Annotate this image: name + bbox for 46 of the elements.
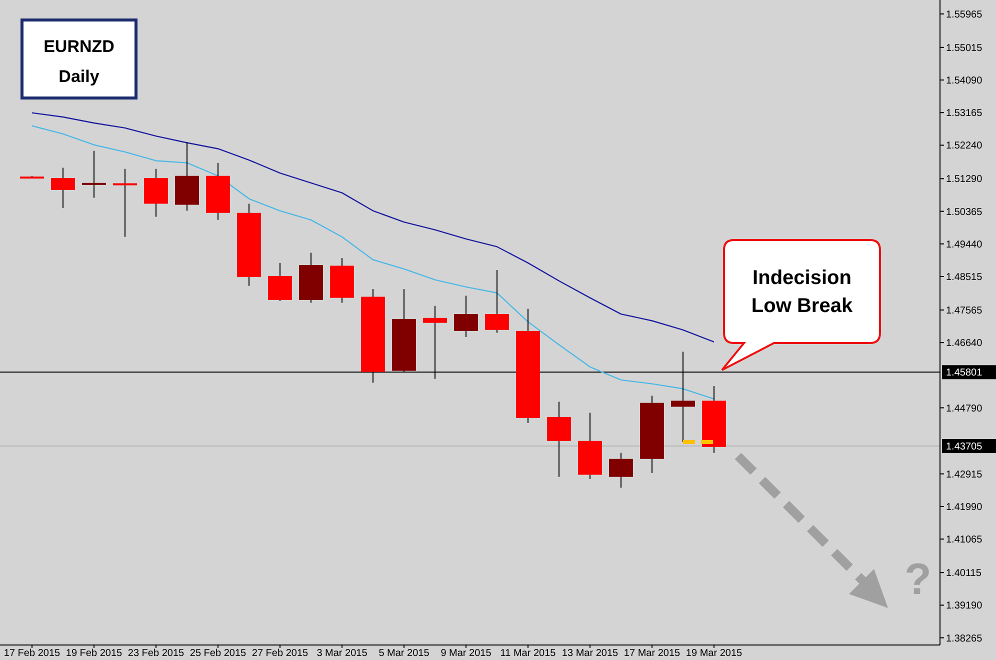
ref-line-label: 1.45801 — [946, 368, 983, 379]
ref-line-label: 1.43705 — [946, 442, 983, 453]
x-tick-label: 19 Mar 2015 — [686, 648, 743, 659]
candlestick — [454, 295, 478, 338]
y-tick-label: 1.54090 — [946, 76, 983, 87]
x-tick-label: 17 Feb 2015 — [4, 648, 61, 659]
x-tick-label: 27 Feb 2015 — [252, 648, 309, 659]
y-tick-label: 1.52240 — [946, 140, 983, 152]
x-tick-label: 17 Mar 2015 — [624, 648, 681, 659]
y-tick-label: 1.47565 — [946, 305, 983, 316]
y-tick-label: 1.39190 — [946, 600, 983, 612]
x-tick-label: 9 Mar 2015 — [440, 648, 492, 659]
y-tick-label: 1.51290 — [946, 174, 983, 186]
y-tick-label: 1.55965 — [946, 9, 983, 20]
line-series — [31, 125, 715, 400]
y-tick-label: 1.46640 — [946, 338, 983, 350]
text: Daily — [58, 67, 100, 86]
x-tick-label: 19 Feb 2015 — [66, 648, 123, 659]
candlestick — [609, 452, 633, 488]
candlestick — [268, 262, 292, 302]
y-tick-label: 1.50365 — [946, 206, 983, 218]
y-tick-label: 1.41990 — [946, 502, 983, 513]
y-tick-label: 1.44790 — [946, 403, 983, 414]
candlestick — [82, 150, 106, 198]
candlestick — [485, 269, 509, 334]
x-tick-label: 3 Mar 2015 — [316, 648, 368, 659]
x-tick-label: 11 Mar 2015 — [500, 648, 556, 659]
y-tick-label: 1.40115 — [946, 568, 982, 580]
x-tick-label: 13 Mar 2015 — [562, 648, 619, 659]
y-tick-label: 1.53165 — [946, 108, 983, 120]
candlestick — [51, 167, 75, 208]
x-tick-label: 5 Mar 2015 — [378, 648, 430, 659]
y-tick-label: 1.38265 — [946, 633, 983, 644]
line-series — [31, 112, 715, 342]
y-tick-label: 1.49440 — [946, 239, 983, 250]
candlestick — [547, 401, 571, 478]
text: EURNZD — [44, 37, 114, 56]
y-tick-label: 1.48515 — [946, 272, 983, 284]
y-tick-label: 1.41065 — [946, 534, 983, 546]
y-tick-label: 1.55015 — [946, 42, 983, 54]
x-tick-label: 23 Feb 2015 — [128, 648, 185, 659]
text: ? — [904, 555, 932, 604]
text: Indecision Low Break — [751, 267, 854, 317]
candlestick — [113, 168, 137, 238]
x-tick-label: 25 Feb 2015 — [190, 648, 247, 659]
y-tick-label: 1.42915 — [946, 469, 983, 480]
